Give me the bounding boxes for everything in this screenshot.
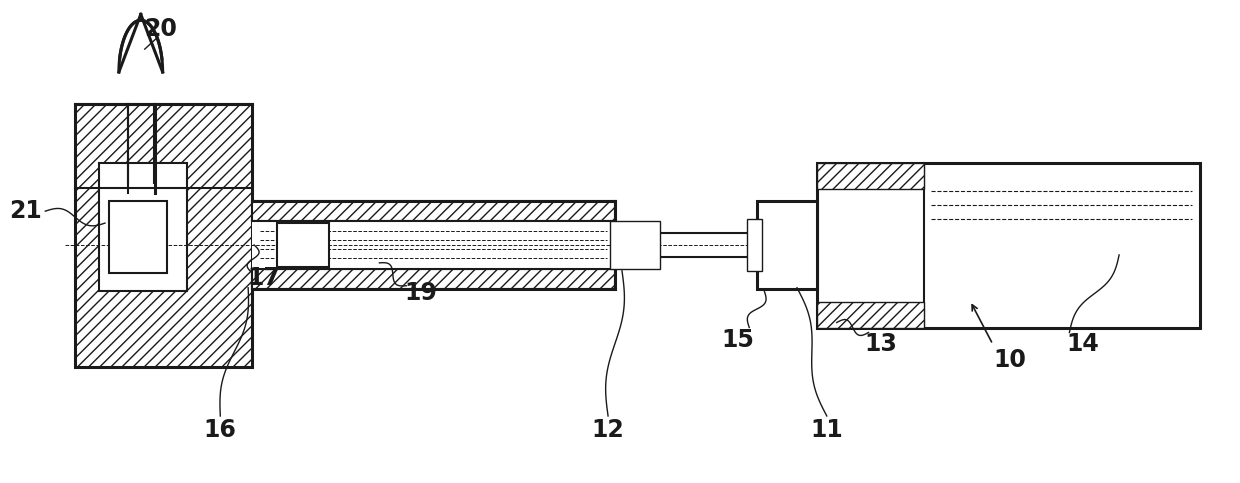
Text: 10: 10 <box>993 348 1027 372</box>
Bar <box>109 201 166 273</box>
Text: 19: 19 <box>404 281 438 305</box>
Bar <box>610 221 660 269</box>
Text: 15: 15 <box>720 328 754 353</box>
Text: 20: 20 <box>144 17 177 41</box>
Bar <box>76 104 252 367</box>
Text: 21: 21 <box>9 199 42 223</box>
Bar <box>817 163 1199 327</box>
Bar <box>817 302 924 327</box>
Text: 12: 12 <box>591 418 625 442</box>
Bar <box>252 221 615 269</box>
Bar <box>817 163 924 189</box>
Text: 16: 16 <box>203 418 237 442</box>
Bar <box>748 219 763 271</box>
Bar <box>758 201 817 289</box>
Bar <box>99 163 186 291</box>
Bar <box>252 269 615 289</box>
Bar <box>252 201 615 221</box>
Text: 14: 14 <box>1066 332 1099 356</box>
Text: 17: 17 <box>248 266 280 290</box>
Text: 11: 11 <box>811 418 843 442</box>
Bar <box>277 223 329 267</box>
Text: 13: 13 <box>864 332 897 356</box>
